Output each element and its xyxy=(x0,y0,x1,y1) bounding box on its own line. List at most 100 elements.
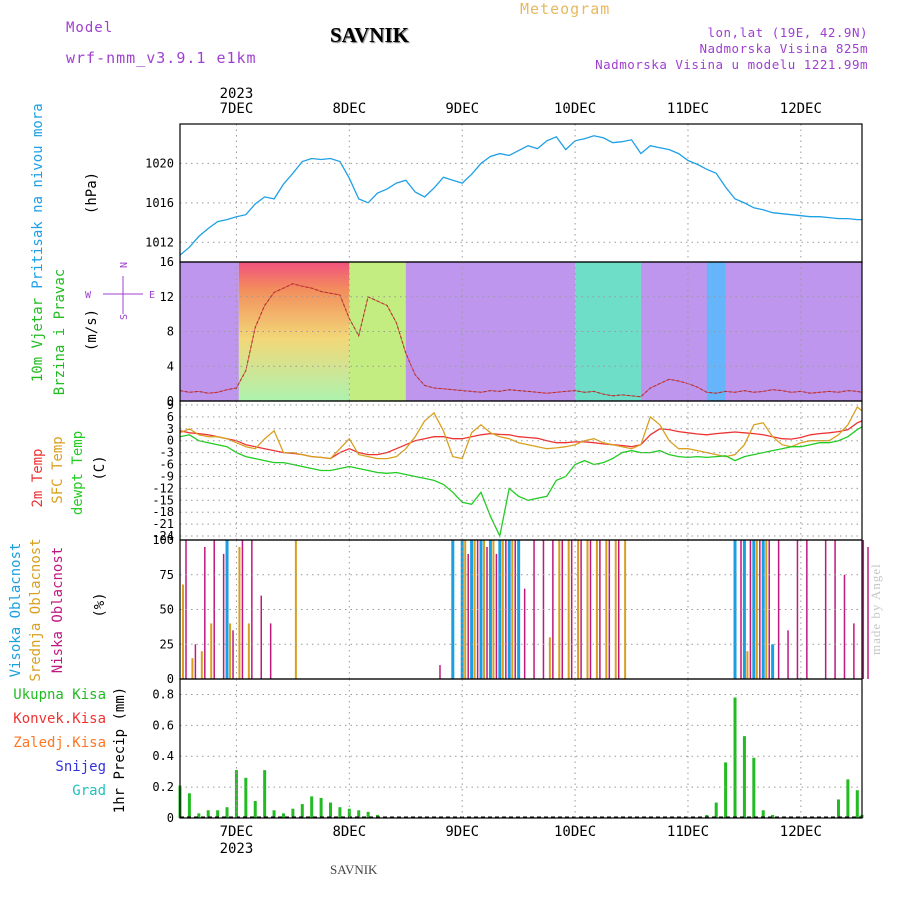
elevation-label: Nadmorska Visina 825m xyxy=(699,41,868,56)
precip-bar xyxy=(357,810,361,818)
wind-moderate-band xyxy=(706,262,726,401)
ytick-label: -15 xyxy=(152,493,174,507)
precip-bar xyxy=(338,807,342,818)
precip-bar xyxy=(347,808,351,818)
pressure-line xyxy=(179,135,862,256)
precip-bar xyxy=(742,736,746,818)
ytick-label: 4 xyxy=(167,359,174,373)
precip-bar xyxy=(216,810,220,818)
lonlat-label: lon,lat (19E, 42.9N) xyxy=(707,25,868,40)
panel-frame xyxy=(179,400,863,541)
precip-bar xyxy=(206,810,210,818)
day-label-bottom: 10DEC xyxy=(554,824,596,840)
day-label-bottom: 9DEC xyxy=(445,824,479,840)
precip-legend-item: Snijeg xyxy=(55,759,106,775)
precip-bar xyxy=(319,797,323,818)
precip-axis-title: 1hr Precip (mm) xyxy=(112,687,128,813)
ytick-label: 25 xyxy=(160,637,174,651)
ytick-label: -12 xyxy=(152,481,174,495)
high-cloud-axis-title: Visoka Oblacnost xyxy=(8,543,24,678)
year-label-bottom: 2023 xyxy=(220,841,254,857)
precip-legend-item: Zaledj.Kisa xyxy=(13,735,106,751)
ytick-label: 8 xyxy=(167,325,174,339)
precip-bar xyxy=(855,790,859,818)
temp-sfc-line xyxy=(179,405,863,460)
wind-speed-line-red xyxy=(179,283,863,398)
ytick-label: 0 xyxy=(167,434,174,448)
temp-unit: (C) xyxy=(92,455,108,480)
precip-legend-item: Grad xyxy=(72,783,106,799)
ytick-label: 16 xyxy=(160,255,174,269)
wind-axis-title: 10m Vjetar xyxy=(30,298,46,382)
compass-w: W xyxy=(85,290,92,301)
precip-bar xyxy=(244,777,248,818)
ytick-label: 100 xyxy=(152,533,174,547)
model-label: Model xyxy=(66,20,114,36)
precip-bar xyxy=(846,779,850,818)
compass-s: S xyxy=(119,314,130,320)
temp-2m-line xyxy=(179,420,863,460)
model-elevation-label: Nadmorska Visina u modelu 1221.99m xyxy=(595,57,868,72)
footer-station: SAVNIK xyxy=(330,862,378,877)
ytick-label: -3 xyxy=(160,446,174,460)
compass-n: N xyxy=(119,262,130,268)
ytick-label: 0 xyxy=(167,394,174,408)
ytick-label: 50 xyxy=(160,603,174,617)
precip-bar xyxy=(300,804,304,818)
wind-moderate-band xyxy=(575,262,641,401)
ytick-label: -21 xyxy=(152,517,174,531)
ytick-label: -6 xyxy=(160,458,174,472)
day-label-top: 8DEC xyxy=(332,101,366,117)
day-label-bottom: 11DEC xyxy=(667,824,709,840)
wind-axis-subtitle: Brzina i Pravac xyxy=(52,269,68,395)
ytick-label: -24 xyxy=(152,529,174,543)
meteogram-title: Meteogram xyxy=(520,0,611,18)
day-label-top: 10DEC xyxy=(554,101,596,117)
station-title: SAVNIK xyxy=(330,23,409,47)
ytick-label: 1020 xyxy=(145,156,174,170)
wind-calm-band xyxy=(640,262,862,401)
ytick-label: 6 xyxy=(167,410,174,424)
ytick-label: 1012 xyxy=(145,235,174,249)
ytick-label: 1016 xyxy=(145,196,174,210)
ytick-label: 0.6 xyxy=(152,718,174,732)
precip-bar xyxy=(705,814,709,818)
model-name: wrf-nmm_v3.9.1 e1km xyxy=(66,49,257,67)
precip-bar xyxy=(187,793,191,818)
pressure-unit: (hPa) xyxy=(84,172,100,214)
day-label-top: 12DEC xyxy=(780,101,822,117)
day-label-top: 9DEC xyxy=(445,101,479,117)
wind-calm-band xyxy=(180,262,239,401)
precip-bar xyxy=(714,802,718,818)
precip-bar xyxy=(263,770,267,818)
ytick-label: 9 xyxy=(167,398,174,412)
dewpoint-line xyxy=(179,426,863,539)
precip-bar xyxy=(752,757,756,818)
day-label-bottom: 12DEC xyxy=(780,824,822,840)
panel-frame xyxy=(179,678,863,819)
day-label-bottom: 8DEC xyxy=(332,824,366,840)
precip-bar xyxy=(329,802,333,818)
ytick-label: -9 xyxy=(160,469,174,483)
precip-bar xyxy=(225,807,229,818)
ytick-label: 0.4 xyxy=(152,749,174,763)
precip-bar xyxy=(724,762,728,818)
wind-strong-band xyxy=(238,262,350,401)
precip-bar xyxy=(366,811,370,818)
mid-cloud-axis-title: Srednja Oblacnost xyxy=(28,538,44,681)
ytick-label: 0 xyxy=(167,672,174,686)
precip-bar xyxy=(281,813,285,818)
precip-bar xyxy=(253,801,257,818)
precip-legend-item: Konvek.Kisa xyxy=(13,711,106,727)
wind-strong-band xyxy=(349,262,406,401)
precip-bar xyxy=(733,697,737,818)
precip-bar xyxy=(310,796,314,818)
precip-bar xyxy=(272,810,276,818)
dewpt-axis-title: dewpt Temp xyxy=(70,431,86,515)
precip-bar xyxy=(291,808,295,818)
precip-legend-item: Ukupna Kisa xyxy=(13,687,106,703)
year-label-top: 2023 xyxy=(220,86,254,102)
ytick-label: 0 xyxy=(167,811,174,825)
day-label-top: 7DEC xyxy=(220,101,254,117)
